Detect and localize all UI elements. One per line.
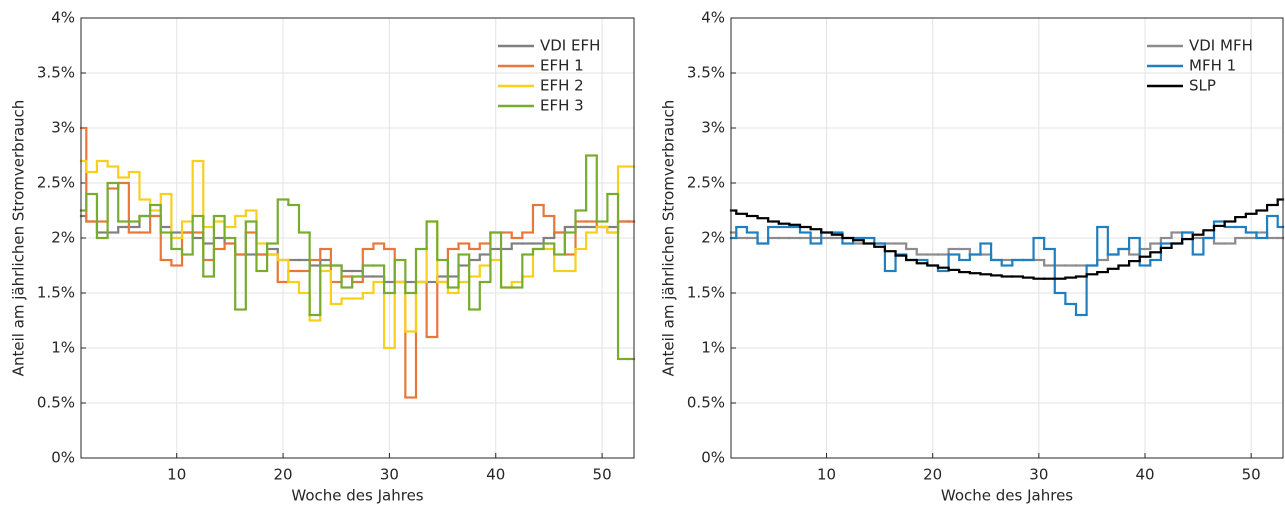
y-axis-label: Anteil am jährlichen Stromverbrauch [660, 100, 678, 377]
legend-label: EFH 2 [540, 77, 584, 95]
y-tick-label: 0.5% [37, 394, 75, 412]
y-tick-label: 1% [51, 339, 75, 357]
plot-frame [80, 17, 635, 459]
y-tick-label: 0% [701, 449, 725, 467]
y-tick-label: 0% [51, 449, 75, 467]
plot-frame [730, 17, 1284, 459]
legend-label: VDI EFH [540, 37, 600, 55]
y-tick-label: 4% [701, 9, 725, 27]
y-tick-label: 1% [701, 339, 725, 357]
x-tick-label: 30 [380, 466, 399, 484]
y-tick-label: 3.5% [687, 64, 725, 82]
x-tick-label: 10 [167, 466, 186, 484]
y-tick-label: 2.5% [687, 174, 725, 192]
y-tick-label: 1.5% [687, 284, 725, 302]
y-tick-label: 2% [51, 229, 75, 247]
y-tick-label: 0.5% [687, 394, 725, 412]
y-axis-label: Anteil am jährlichen Stromverbrauch [10, 100, 28, 377]
legend-label: MFH 1 [1189, 57, 1236, 75]
y-tick-label: 3.5% [37, 64, 75, 82]
y-tick-label: 1.5% [37, 284, 75, 302]
y-tick-label: 2.5% [37, 174, 75, 192]
x-tick-label: 50 [593, 466, 612, 484]
y-tick-label: 3% [701, 119, 725, 137]
x-tick-label: 40 [486, 466, 505, 484]
legend-label: EFH 3 [540, 97, 584, 115]
y-tick-label: 2% [701, 229, 725, 247]
x-axis-label: Woche des Jahres [941, 487, 1073, 505]
x-axis-label: Woche des Jahres [291, 487, 423, 505]
x-tick-label: 40 [1135, 466, 1154, 484]
x-tick-label: 10 [817, 466, 836, 484]
x-tick-label: 20 [923, 466, 942, 484]
x-tick-label: 50 [1242, 466, 1261, 484]
legend-label: SLP [1189, 77, 1216, 95]
legend-label: VDI MFH [1189, 37, 1253, 55]
y-tick-label: 4% [51, 9, 75, 27]
y-tick-label: 3% [51, 119, 75, 137]
legend-label: EFH 1 [540, 57, 584, 75]
x-tick-label: 30 [1029, 466, 1048, 484]
x-tick-label: 20 [274, 466, 293, 484]
